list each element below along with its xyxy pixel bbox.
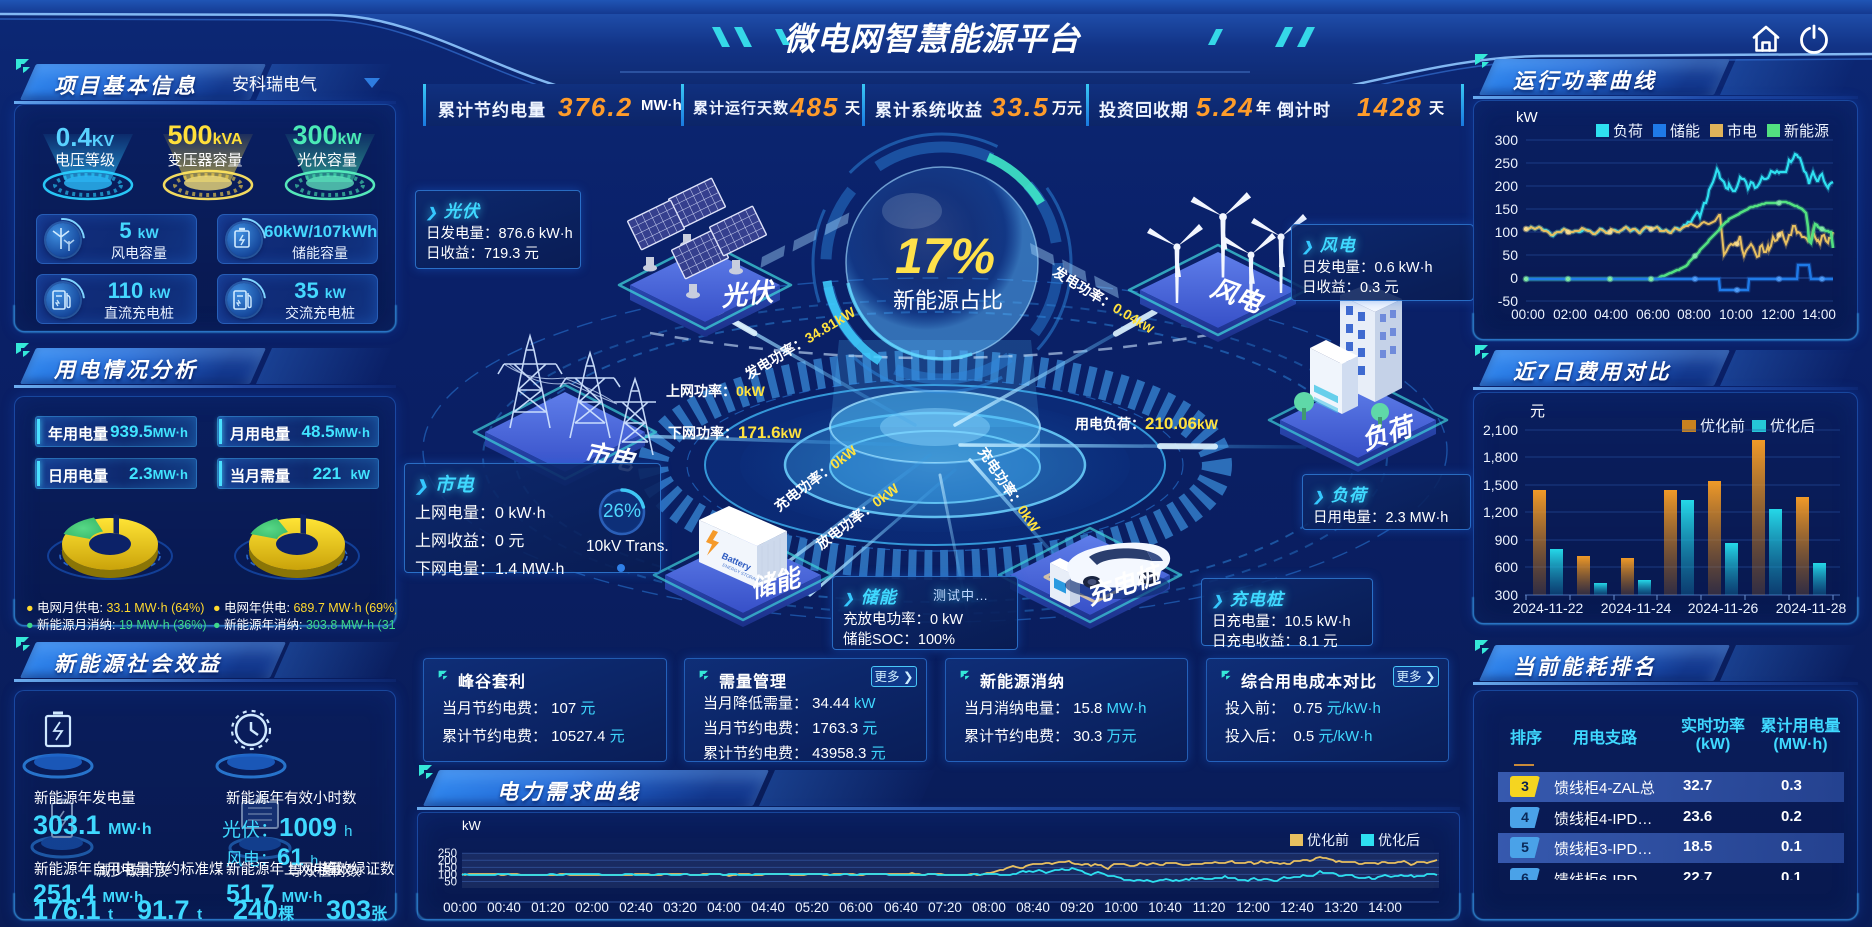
svg-text:12:00: 12:00 bbox=[1761, 307, 1795, 322]
svg-text:储能: 储能 bbox=[1670, 123, 1700, 140]
svg-text:优化前: 优化前 bbox=[1700, 418, 1745, 435]
svg-text:14:00: 14:00 bbox=[1802, 307, 1836, 322]
svg-text:02:40: 02:40 bbox=[619, 900, 653, 915]
svg-text:04:40: 04:40 bbox=[751, 900, 785, 915]
svg-text:10:00: 10:00 bbox=[1719, 307, 1753, 322]
svg-text:2024-11-24: 2024-11-24 bbox=[1601, 600, 1672, 616]
svg-text:300: 300 bbox=[1495, 587, 1519, 603]
svg-text:08:40: 08:40 bbox=[1016, 900, 1050, 915]
svg-text:2,100: 2,100 bbox=[1483, 422, 1518, 438]
svg-text:0: 0 bbox=[1510, 270, 1518, 286]
svg-text:09:20: 09:20 bbox=[1060, 900, 1094, 915]
svg-text:02:00: 02:00 bbox=[1553, 307, 1587, 322]
svg-text:12:00: 12:00 bbox=[1236, 900, 1270, 915]
svg-text:200: 200 bbox=[1495, 178, 1519, 194]
svg-text:10:00: 10:00 bbox=[1104, 900, 1138, 915]
svg-text:00:00: 00:00 bbox=[443, 900, 477, 915]
svg-text:1,800: 1,800 bbox=[1483, 449, 1518, 465]
svg-text:00:40: 00:40 bbox=[487, 900, 521, 915]
svg-text:04:00: 04:00 bbox=[1594, 307, 1628, 322]
svg-text:10:40: 10:40 bbox=[1148, 900, 1182, 915]
svg-text:元: 元 bbox=[1530, 403, 1545, 420]
svg-text:微电网智慧能源平台: 微电网智慧能源平台 bbox=[783, 21, 1081, 57]
svg-text:13:20: 13:20 bbox=[1324, 900, 1358, 915]
svg-text:150: 150 bbox=[438, 862, 457, 874]
svg-text:50: 50 bbox=[1502, 247, 1518, 263]
svg-text:02:00: 02:00 bbox=[575, 900, 609, 915]
svg-text:1,200: 1,200 bbox=[1483, 504, 1518, 520]
svg-text:900: 900 bbox=[1495, 532, 1519, 548]
svg-text:-50: -50 bbox=[1498, 293, 1518, 309]
svg-text:50: 50 bbox=[444, 877, 457, 889]
svg-text:600: 600 bbox=[1495, 559, 1519, 575]
svg-text:06:40: 06:40 bbox=[884, 900, 918, 915]
svg-text:kW: kW bbox=[1516, 109, 1539, 126]
svg-text:01:20: 01:20 bbox=[531, 900, 565, 915]
svg-text:市电: 市电 bbox=[1727, 123, 1757, 140]
svg-text:08:00: 08:00 bbox=[1677, 307, 1711, 322]
svg-text:06:00: 06:00 bbox=[1636, 307, 1670, 322]
svg-text:250: 250 bbox=[1495, 155, 1519, 171]
svg-text:04:00: 04:00 bbox=[707, 900, 741, 915]
svg-text:2024-11-22: 2024-11-22 bbox=[1513, 600, 1584, 616]
svg-text:300: 300 bbox=[1495, 132, 1519, 148]
svg-text:150: 150 bbox=[1495, 201, 1519, 217]
svg-text:11:20: 11:20 bbox=[1193, 900, 1226, 915]
svg-text:1,500: 1,500 bbox=[1483, 477, 1518, 493]
svg-text:优化前: 优化前 bbox=[1307, 832, 1349, 848]
svg-text:100: 100 bbox=[1495, 224, 1519, 240]
svg-text:250: 250 bbox=[438, 848, 457, 860]
svg-text:12:40: 12:40 bbox=[1280, 900, 1314, 915]
svg-text:08:00: 08:00 bbox=[972, 900, 1006, 915]
svg-text:优化后: 优化后 bbox=[1378, 832, 1420, 848]
svg-text:07:20: 07:20 bbox=[928, 900, 962, 915]
svg-text:14:00: 14:00 bbox=[1368, 900, 1402, 915]
svg-text:负荷: 负荷 bbox=[1613, 123, 1643, 140]
svg-text:100: 100 bbox=[438, 869, 457, 881]
svg-text:17%: 17% bbox=[895, 228, 995, 284]
svg-text:05:20: 05:20 bbox=[795, 900, 829, 915]
svg-text:200: 200 bbox=[438, 855, 457, 867]
svg-text:新能源: 新能源 bbox=[1784, 123, 1829, 140]
svg-text:新能源占比: 新能源占比 bbox=[893, 288, 1003, 313]
svg-text:03:20: 03:20 bbox=[663, 900, 697, 915]
svg-text:光伏: 光伏 bbox=[718, 276, 777, 312]
svg-text:00:00: 00:00 bbox=[1511, 307, 1545, 322]
svg-text:kW: kW bbox=[462, 818, 482, 833]
svg-text:优化后: 优化后 bbox=[1770, 418, 1815, 435]
svg-text:2024-11-26: 2024-11-26 bbox=[1688, 600, 1759, 616]
svg-text:06:00: 06:00 bbox=[839, 900, 873, 915]
svg-text:2024-11-28: 2024-11-28 bbox=[1776, 600, 1847, 616]
